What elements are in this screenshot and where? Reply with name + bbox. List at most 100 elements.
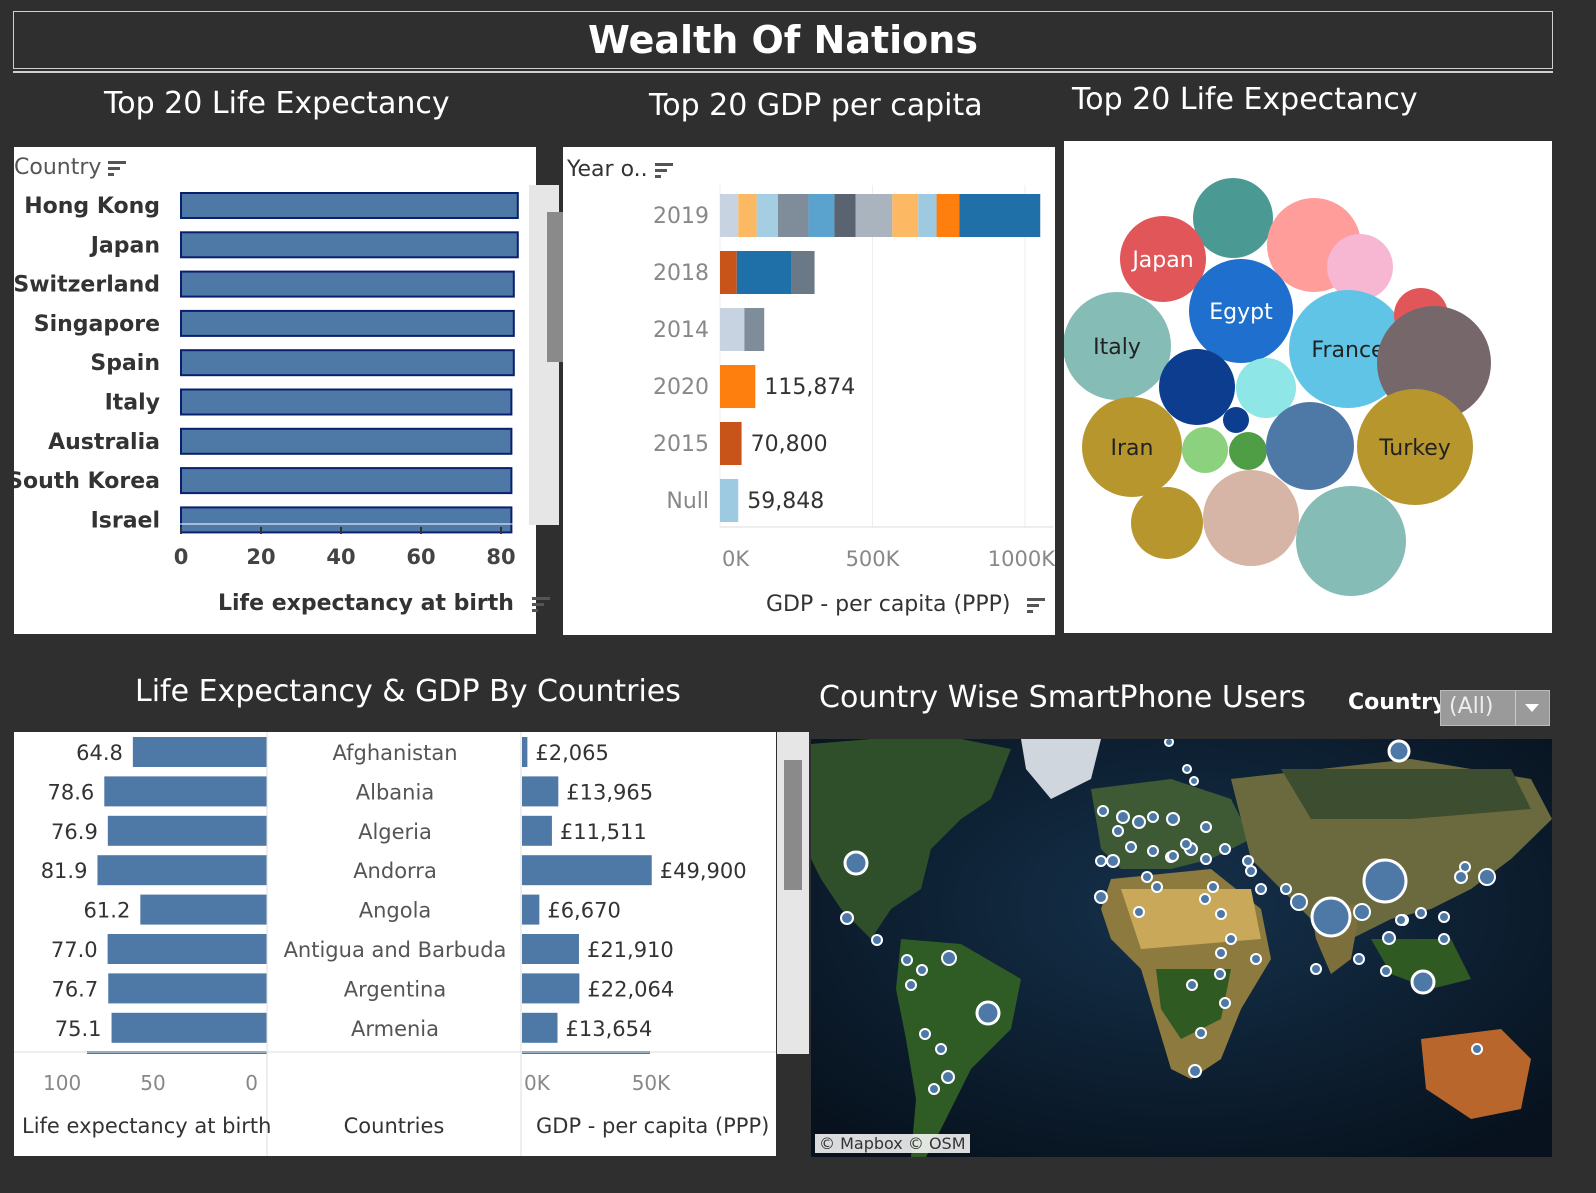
life-bar[interactable] (180, 427, 513, 455)
life-bar[interactable] (107, 815, 267, 846)
map-point[interactable] (1454, 870, 1468, 884)
map-point[interactable] (1180, 838, 1192, 850)
map-point[interactable] (840, 911, 854, 925)
map-point[interactable] (1164, 739, 1174, 747)
map-point[interactable] (871, 934, 883, 946)
gdp-segment[interactable] (720, 479, 739, 522)
map-point[interactable] (905, 979, 917, 991)
map-point[interactable] (1255, 883, 1267, 895)
gdp-segment[interactable] (834, 194, 856, 237)
map-point[interactable] (1250, 953, 1262, 965)
gdp-bar[interactable] (522, 737, 528, 767)
map-point[interactable] (1410, 969, 1436, 995)
map-point[interactable] (1310, 896, 1352, 938)
map-attribution[interactable]: © Mapbox © OSM (815, 1134, 970, 1153)
life-bar[interactable] (180, 349, 515, 377)
map-point[interactable] (1280, 883, 1292, 895)
gdp-segment[interactable] (808, 194, 835, 237)
gdp-bar[interactable] (522, 776, 559, 807)
map-point[interactable] (1310, 963, 1322, 975)
map-point[interactable] (1382, 931, 1396, 945)
life-bar[interactable] (108, 973, 267, 1004)
map-point[interactable] (1215, 908, 1227, 920)
map-point[interactable] (1195, 1027, 1207, 1039)
life-bar[interactable] (180, 506, 513, 534)
gdp-bar[interactable] (522, 934, 579, 964)
map-point[interactable] (916, 964, 928, 976)
map-point[interactable] (1395, 914, 1407, 926)
life-bar[interactable] (180, 467, 513, 495)
map-point[interactable] (1133, 906, 1145, 918)
gdp-segment[interactable] (936, 194, 960, 237)
bubble[interactable] (1296, 486, 1406, 596)
bubble[interactable] (1064, 292, 1171, 400)
map-point[interactable] (1380, 965, 1392, 977)
life-bar[interactable] (180, 231, 519, 259)
sort-icon[interactable] (108, 161, 127, 176)
map-point[interactable] (1097, 805, 1109, 817)
gdp-segment[interactable] (892, 194, 919, 237)
map-point[interactable] (1186, 979, 1198, 991)
bubble[interactable] (1159, 349, 1235, 425)
life-bar[interactable] (132, 737, 267, 767)
bubble[interactable] (1189, 259, 1293, 363)
map-point[interactable] (1166, 812, 1180, 826)
gdp-segment[interactable] (791, 251, 815, 294)
map-point[interactable] (843, 850, 869, 876)
life-bar[interactable] (97, 855, 267, 886)
bubble[interactable] (1327, 234, 1393, 300)
map-point[interactable] (1478, 868, 1496, 886)
gdp-segment[interactable] (756, 194, 778, 237)
bubble[interactable] (1120, 216, 1206, 302)
map-point[interactable] (1200, 821, 1212, 833)
gdp-segment[interactable] (720, 422, 742, 465)
bubble[interactable] (1229, 432, 1267, 470)
gdp-segment[interactable] (777, 194, 809, 237)
bubble[interactable] (1203, 470, 1299, 566)
map-point[interactable] (928, 1083, 940, 1095)
gdp-segment[interactable] (736, 251, 792, 294)
gdp-bar[interactable] (522, 973, 580, 1004)
bubble[interactable] (1131, 487, 1203, 559)
gdp-segment[interactable] (918, 194, 937, 237)
bubble[interactable] (1193, 178, 1273, 258)
map-point[interactable] (1471, 1043, 1483, 1055)
map-point[interactable] (1415, 907, 1427, 919)
sort-icon[interactable] (531, 597, 550, 612)
map-point[interactable] (1215, 947, 1227, 959)
gdp-bar[interactable] (522, 1012, 558, 1043)
map-point[interactable] (1353, 903, 1371, 921)
map-point[interactable] (1214, 968, 1226, 980)
map-point[interactable] (1188, 1064, 1202, 1078)
map-point[interactable] (941, 1070, 955, 1084)
map-point[interactable] (1106, 854, 1120, 868)
map-point[interactable] (1219, 843, 1231, 855)
map-point[interactable] (1151, 881, 1163, 893)
sort-icon[interactable] (1027, 598, 1046, 613)
map-point[interactable] (1147, 811, 1159, 823)
map-point[interactable] (1290, 893, 1308, 911)
bubble[interactable] (1082, 397, 1182, 497)
map-point[interactable] (1182, 764, 1192, 774)
life-bar[interactable] (180, 388, 513, 416)
map-point[interactable] (1189, 776, 1199, 786)
life-bar[interactable] (104, 776, 267, 807)
life-bar[interactable] (140, 894, 267, 925)
p1-scrollbar[interactable] (547, 212, 565, 362)
map-point[interactable] (1200, 853, 1212, 865)
life-bar[interactable] (111, 1012, 267, 1043)
bubble[interactable] (1223, 407, 1249, 433)
map-point[interactable] (901, 954, 913, 966)
gdp-segment[interactable] (720, 194, 739, 237)
map-point[interactable] (1245, 865, 1257, 877)
life-bar[interactable] (107, 934, 267, 964)
gdp-bar[interactable] (522, 855, 652, 886)
gdp-bar[interactable] (522, 815, 552, 846)
gdp-segment[interactable] (959, 194, 1041, 237)
bubble[interactable] (1182, 427, 1228, 473)
map-point[interactable] (1125, 841, 1137, 853)
map-point[interactable] (1207, 881, 1219, 893)
gdp-bar[interactable] (522, 894, 540, 925)
map-point[interactable] (1353, 953, 1365, 965)
map-point[interactable] (1438, 933, 1450, 945)
